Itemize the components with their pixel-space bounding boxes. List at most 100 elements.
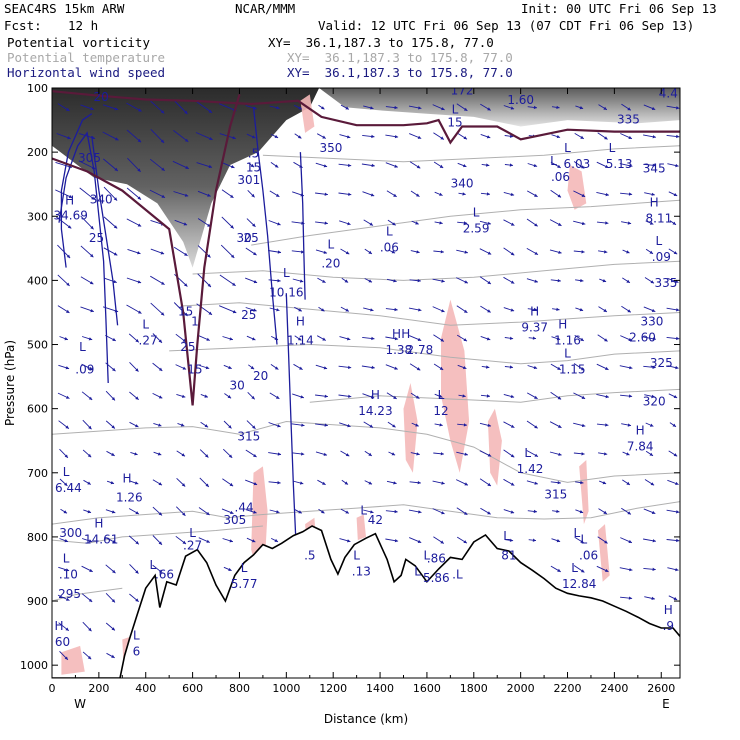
- wind-vector-head-43: [113, 197, 118, 201]
- wind-vector-head-418: [652, 135, 656, 139]
- wind-vector-head-172: [277, 452, 281, 456]
- wind-vector-head-348: [556, 105, 560, 109]
- annotation-7: .09: [75, 362, 94, 376]
- annotation-63: 2.59: [463, 221, 490, 235]
- wind-vector-head-444: [675, 365, 679, 370]
- wind-vector-head-265: [416, 452, 420, 456]
- wind-vector-head-40: [114, 107, 119, 111]
- wind-vector-head-417: [651, 106, 656, 110]
- field-xy-wind: XY= 36.1,187.3 to 175.8, 77.0: [287, 65, 513, 80]
- annotation-55: 1.38: [385, 343, 412, 357]
- annotation-43: 15: [246, 160, 261, 174]
- wind-vector-head-423: [650, 280, 654, 284]
- wind-contour-35: [91, 136, 119, 326]
- wind-vector-head-331: [509, 538, 514, 542]
- wind-vector-head-328: [510, 454, 515, 458]
- wind-vector-head-42: [114, 167, 118, 171]
- x-tick-label-11: 2200: [554, 682, 582, 695]
- wind-vector-head-181: [301, 250, 305, 254]
- wind-vector-head-124: [205, 483, 209, 487]
- wind-vector-head-421: [649, 221, 654, 225]
- wind-vector-head-184: [297, 337, 302, 341]
- wind-vector-head-361: [557, 481, 561, 485]
- annotation-28: .44: [235, 500, 254, 514]
- wind-vector-head-324: [509, 336, 514, 340]
- wind-vector-head-97: [185, 165, 189, 169]
- wind-vector-head-44: [113, 225, 118, 229]
- wind-vector-85: [150, 302, 165, 316]
- wind-vector-head-16: [65, 568, 70, 572]
- annotation-39: 315: [237, 430, 260, 444]
- wind-vector-head-405: [626, 279, 630, 283]
- wind-vector-head-66: [137, 280, 142, 284]
- wind-vector-head-14: [63, 510, 67, 514]
- wind-vector-head-138: [228, 425, 232, 429]
- wind-vector-head-272: [439, 192, 443, 196]
- wind-vector-head-11: [65, 425, 69, 429]
- y-axis-title: Pressure (hPa): [3, 340, 17, 426]
- annotation-58: H: [371, 388, 380, 402]
- annotation-101: 12.84: [562, 577, 596, 591]
- wind-vector-head-380: [580, 539, 584, 543]
- x-tick-label-5: 1000: [272, 682, 300, 695]
- wind-vector-24: [80, 215, 94, 230]
- theta-contour-315: [52, 420, 680, 483]
- wind-vector-head-390: [604, 338, 608, 342]
- wind-vector-head-210: [347, 222, 351, 226]
- annotation-92: 320: [643, 394, 666, 408]
- wind-vector-head-20: [90, 107, 94, 111]
- x-tick-label-13: 2600: [647, 682, 675, 695]
- wind-vector-head-131: [230, 225, 234, 229]
- annotation-65: L: [452, 103, 459, 117]
- wind-vector-head-278: [439, 366, 444, 370]
- wind-vector-head-264: [415, 423, 419, 427]
- wind-vector-head-321: [510, 252, 515, 256]
- wind-vector-head-173: [277, 481, 281, 485]
- wind-vector-head-77: [135, 598, 139, 602]
- annotation-107: L: [353, 548, 360, 562]
- wind-vector-head-58: [111, 627, 115, 631]
- wind-vector-head-273: [439, 221, 443, 225]
- annotation-15: H: [94, 516, 103, 530]
- wind-vector-head-99: [183, 222, 188, 226]
- annotation-16: 14.61: [84, 532, 118, 546]
- annotation-26: 5.77: [231, 577, 258, 591]
- annotation-77: 4.4: [659, 87, 678, 101]
- wind-vector-head-72: [134, 452, 138, 456]
- annotation-48: 1.14: [287, 334, 314, 348]
- x-tick-label-8: 1600: [413, 682, 441, 695]
- wind-vector-head-290: [464, 250, 468, 254]
- wind-vector-head-293: [463, 338, 467, 342]
- wind-vector-head-338: [534, 279, 538, 283]
- wind-vector-head-347: [532, 538, 536, 542]
- wind-vector-head-303: [486, 163, 490, 167]
- wind-vector-head-88: [158, 395, 163, 399]
- annotation-14: 300: [59, 526, 82, 540]
- wind-vector-head-145: [252, 135, 256, 139]
- theta-contour-325: [169, 343, 680, 365]
- wind-vector-head-420: [651, 192, 655, 196]
- wind-vector-96: [173, 130, 189, 143]
- wind-vector-head-108: [181, 483, 186, 487]
- wind-vector-head-237: [394, 105, 398, 110]
- annotation-67: 172: [451, 83, 474, 97]
- wind-vector-head-154: [251, 396, 255, 400]
- wind-vector-head-254: [417, 135, 422, 139]
- y-tick-label-1: 200: [27, 146, 48, 159]
- wind-vector-head-116: [207, 254, 211, 258]
- wind-vector-head-71: [135, 424, 139, 428]
- valid-time: Valid: 12 UTC Fri 06 Sep 13 (07 CDT Fri …: [318, 18, 695, 33]
- wind-vector-head-227: [368, 250, 372, 254]
- wind-vector-head-436: [676, 134, 680, 139]
- wind-vector-head-177: [297, 135, 302, 139]
- wind-vector-head-192: [322, 135, 326, 139]
- wind-vector-head-363: [556, 539, 561, 543]
- wind-vector-head-183: [298, 308, 302, 312]
- wind-vector-head-407: [628, 337, 632, 341]
- wind-vector-head-239: [394, 164, 398, 168]
- wind-vector-head-158: [253, 510, 257, 514]
- wind-vector-head-337: [534, 251, 538, 255]
- wind-vector-head-419: [652, 163, 656, 167]
- wind-vector-head-257: [415, 221, 419, 225]
- wind-vector-head-340: [532, 336, 536, 340]
